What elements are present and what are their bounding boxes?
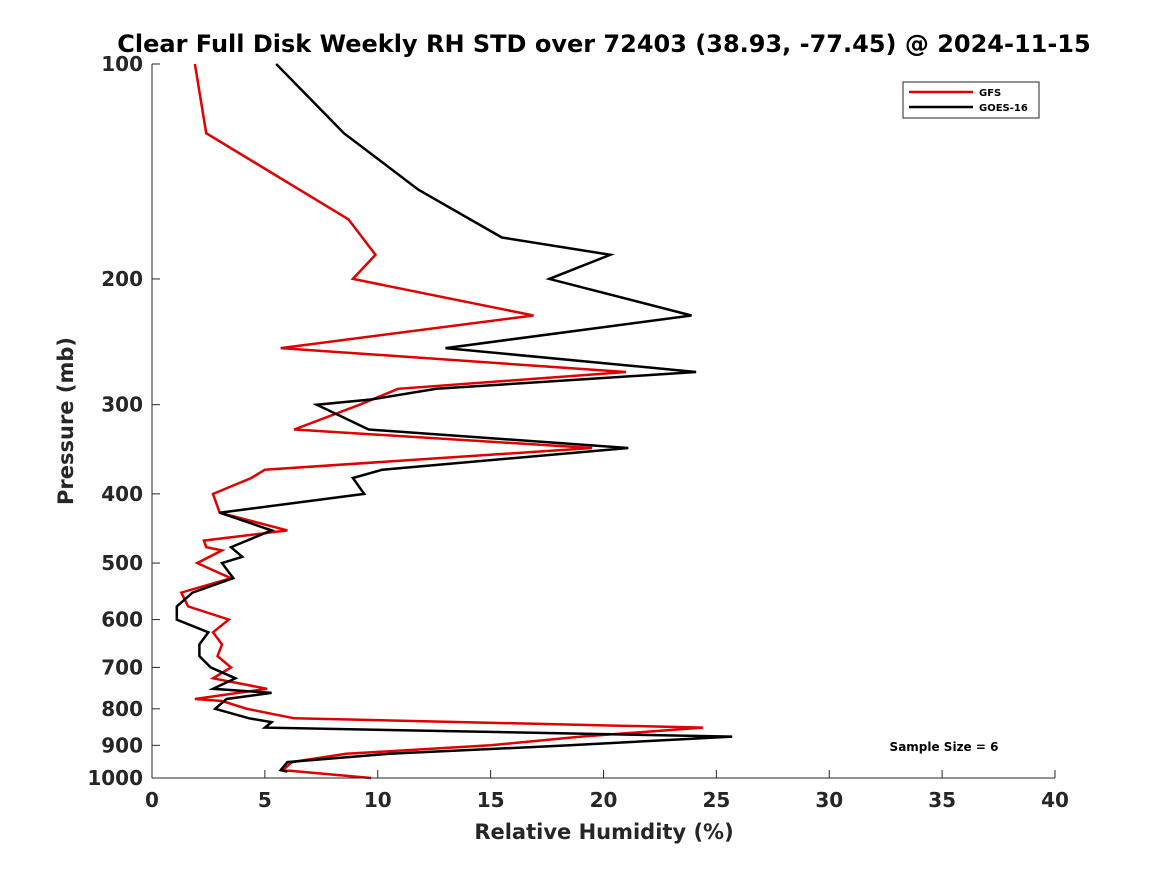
x-tick-label: 30	[815, 788, 843, 812]
sample-size-annotation: Sample Size = 6	[890, 740, 999, 754]
y-tick-label: 1000	[87, 766, 143, 790]
x-tick-label: 5	[258, 788, 272, 812]
plot-area	[175, 63, 733, 780]
y-tick-label: 800	[101, 697, 143, 721]
x-tick-label: 35	[928, 788, 956, 812]
chart-title: Clear Full Disk Weekly RH STD over 72403…	[117, 30, 1090, 58]
y-tick-label: 200	[101, 267, 143, 291]
x-tick-label: 0	[145, 788, 159, 812]
y-tick-label: 100	[101, 52, 143, 76]
x-tick-label: 25	[702, 788, 730, 812]
x-tick-label: 40	[1041, 788, 1069, 812]
legend: GFS GOES-16	[902, 81, 1040, 119]
y-tick-label: 600	[101, 608, 143, 632]
x-tick-label: 10	[364, 788, 392, 812]
legend-label: GOES-16	[979, 103, 1028, 114]
x-tick-label: 15	[477, 788, 505, 812]
x-axis-label: Relative Humidity (%)	[474, 820, 733, 844]
y-tick-label: 900	[101, 733, 143, 757]
series-line-gfs	[179, 63, 703, 780]
y-tick-label: 500	[101, 551, 143, 575]
x-tick-label: 20	[590, 788, 618, 812]
y-axis-label: Pressure (mb)	[54, 337, 78, 505]
y-tick-label: 400	[101, 482, 143, 506]
series-line-goes-16	[175, 63, 733, 773]
y-tick-label: 300	[101, 393, 143, 417]
legend-box	[902, 81, 1040, 119]
y-tick-label: 700	[101, 655, 143, 679]
axes: 0 5 10 15 20 25 30 35 40 100 200 300 400 500 600 700 800…	[87, 52, 1069, 812]
legend-label: GFS	[979, 88, 1001, 99]
